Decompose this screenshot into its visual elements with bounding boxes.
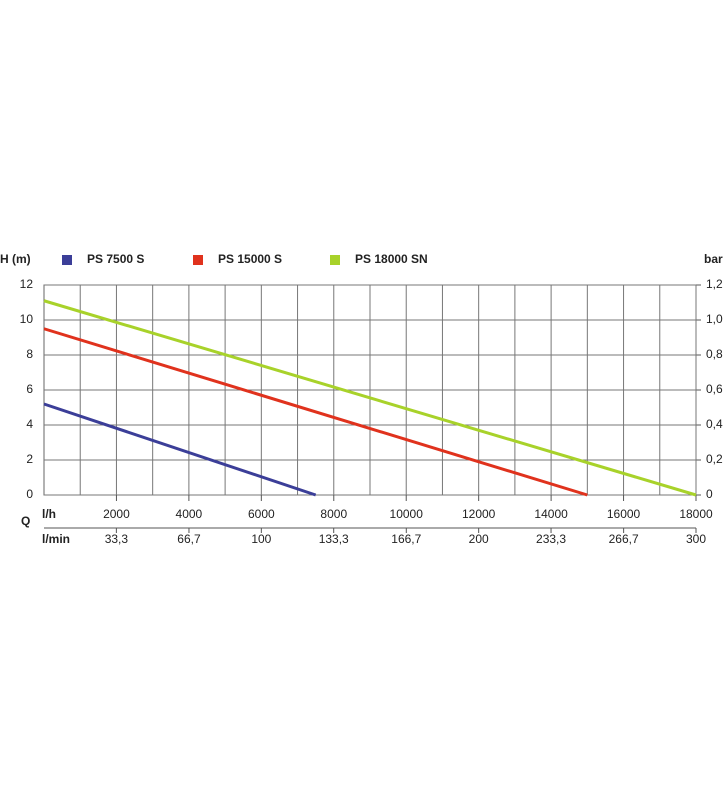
y2-tick-label: 0,6 [706, 382, 723, 396]
legend-swatch [62, 255, 72, 265]
x2-tick-label: 233,3 [536, 532, 566, 546]
x-tick-label: 2000 [103, 507, 130, 521]
x2-tick-label: 133,3 [319, 532, 349, 546]
legend-swatch [330, 255, 340, 265]
series-line [43, 402, 317, 497]
legend-label: PS 7500 S [87, 252, 144, 266]
x2-tick-label: 166,7 [391, 532, 421, 546]
y-tick-label: 0 [26, 487, 33, 501]
y2-axis-label: bar [704, 252, 723, 266]
x2-tick-label: 100 [251, 532, 271, 546]
x-tick-label: 10000 [390, 507, 424, 521]
x-tick-label: 16000 [607, 507, 641, 521]
q-label: Q [21, 514, 30, 528]
legend-label: PS 15000 S [218, 252, 282, 266]
x-axis-label: l/h [42, 507, 56, 521]
y-tick-label: 4 [26, 417, 33, 431]
x-tick-label: 18000 [679, 507, 713, 521]
legend-label: PS 18000 SN [355, 252, 428, 266]
y2-tick-label: 0,2 [706, 452, 723, 466]
y-tick-label: 12 [20, 277, 34, 291]
series-line [43, 327, 588, 497]
legend-swatch [193, 255, 203, 265]
x2-tick-label: 266,7 [609, 532, 639, 546]
x-tick-label: 14000 [534, 507, 568, 521]
x-tick-label: 8000 [320, 507, 347, 521]
series-line [43, 299, 697, 497]
x2-tick-label: 200 [469, 532, 489, 546]
y2-tick-label: 1,0 [706, 312, 723, 326]
x2-tick-label: 300 [686, 532, 706, 546]
y-axis-label: H (m) [0, 252, 31, 266]
x2-tick-label: 33,3 [105, 532, 129, 546]
y2-tick-label: 0,4 [706, 417, 723, 431]
x-tick-label: 12000 [462, 507, 496, 521]
y-tick-label: 10 [20, 312, 34, 326]
y2-tick-label: 0 [706, 487, 713, 501]
x-tick-label: 6000 [248, 507, 275, 521]
y2-tick-label: 1,2 [706, 277, 723, 291]
y-tick-label: 8 [26, 347, 33, 361]
y-tick-label: 6 [26, 382, 33, 396]
y-tick-label: 2 [26, 452, 33, 466]
x2-tick-label: 66,7 [177, 532, 201, 546]
y2-tick-label: 0,8 [706, 347, 723, 361]
x2-axis-label: l/min [42, 532, 70, 546]
x-tick-label: 4000 [176, 507, 203, 521]
